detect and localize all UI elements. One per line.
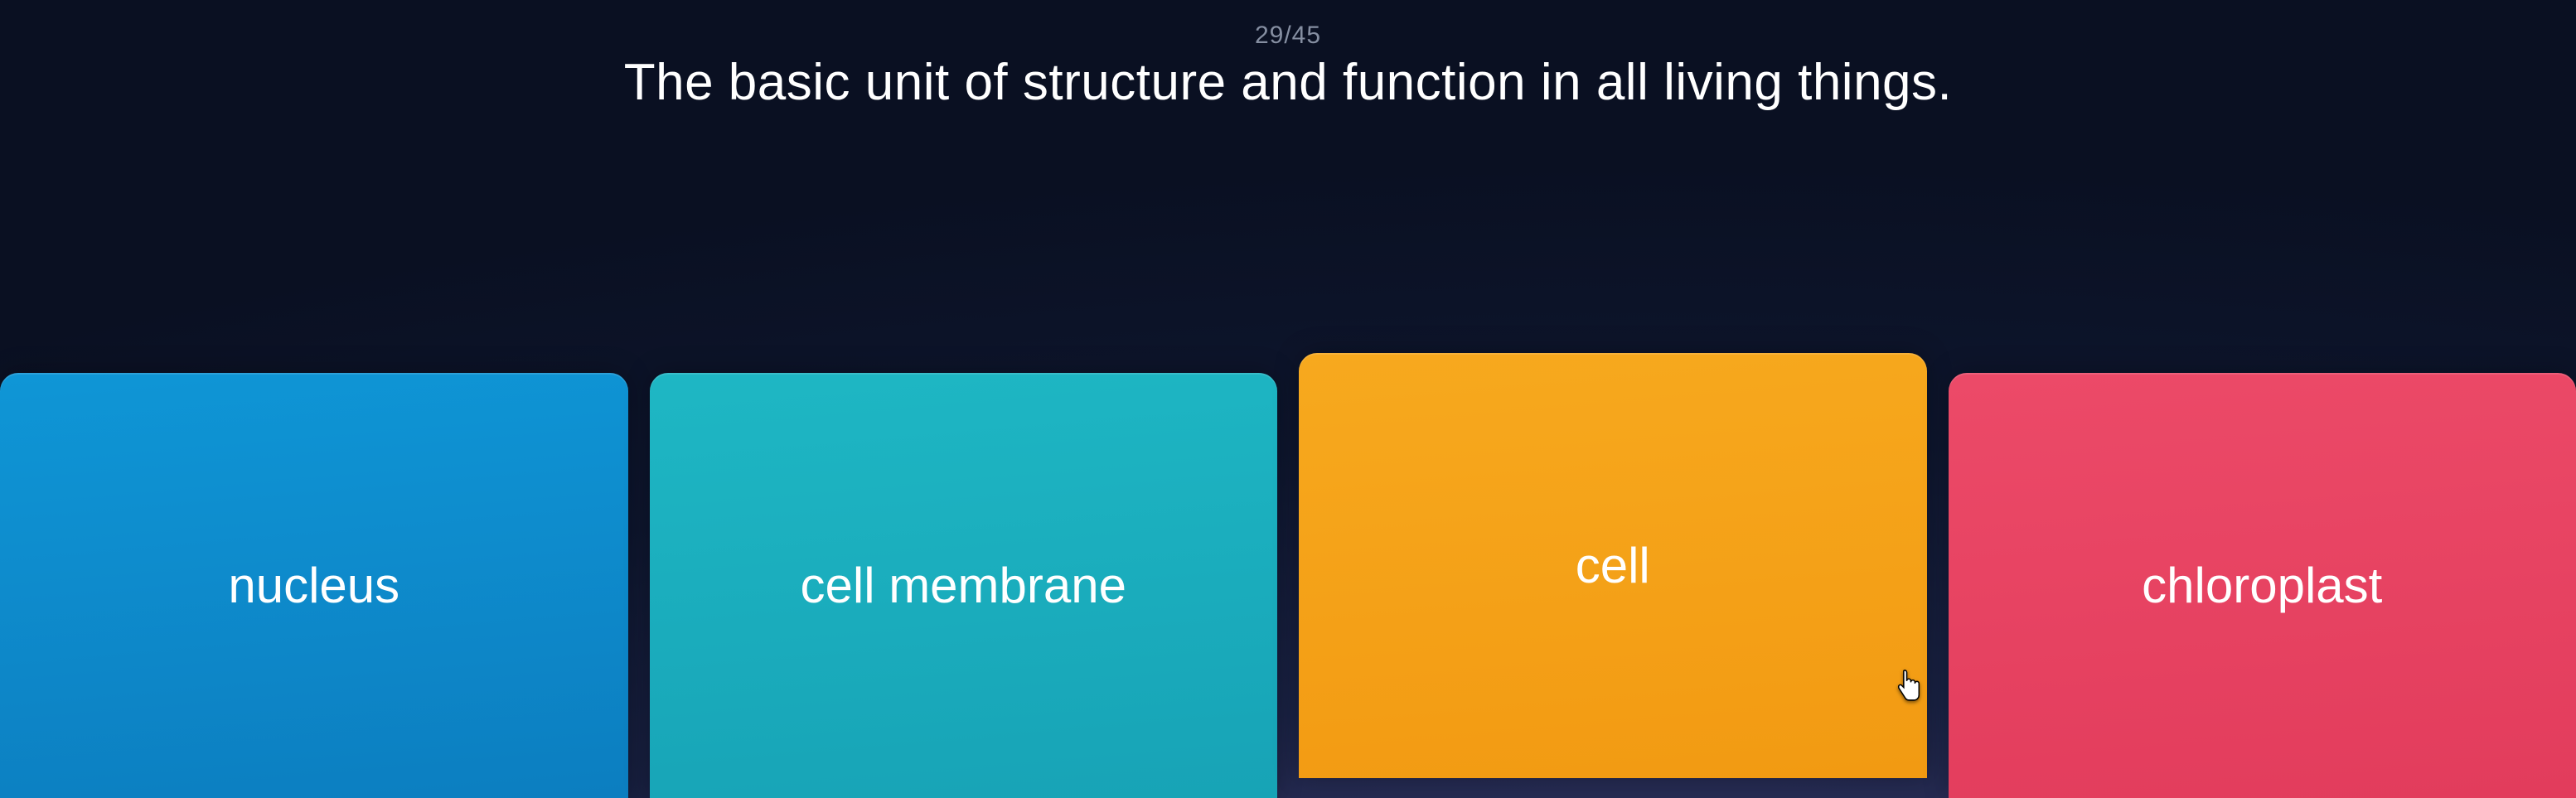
answers-row: nucleus cell membrane cell chloroplast <box>0 373 2576 798</box>
answer-label: chloroplast <box>2125 557 2399 614</box>
progress-counter: 29/45 <box>0 22 2576 50</box>
answer-label: cell membrane <box>784 557 1144 614</box>
answer-label: nucleus <box>211 557 416 614</box>
question-text: The basic unit of structure and function… <box>0 53 2576 112</box>
answer-option-2[interactable]: cell <box>1299 353 1927 778</box>
answer-label: cell <box>1559 537 1667 594</box>
quiz-stage: 29/45 The basic unit of structure and fu… <box>0 0 2576 798</box>
answer-option-1[interactable]: cell membrane <box>650 373 1278 798</box>
answer-option-3[interactable]: chloroplast <box>1949 373 2576 798</box>
answer-option-0[interactable]: nucleus <box>0 373 628 798</box>
